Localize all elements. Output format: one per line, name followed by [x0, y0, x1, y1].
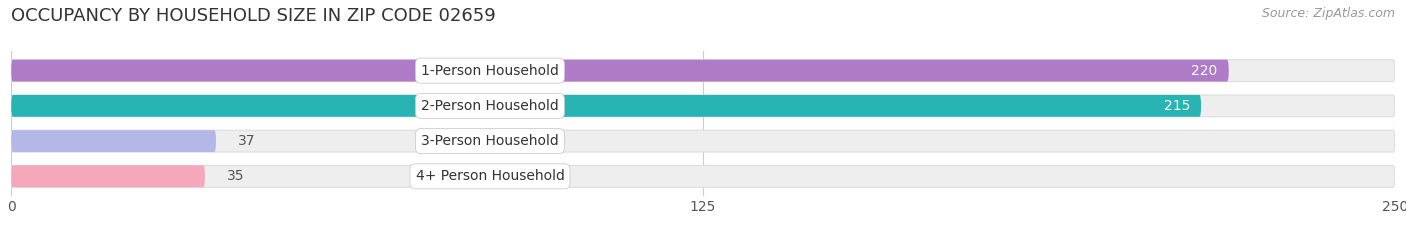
Text: 3-Person Household: 3-Person Household: [420, 134, 558, 148]
Text: 37: 37: [238, 134, 256, 148]
FancyBboxPatch shape: [11, 165, 205, 187]
Text: 2-Person Household: 2-Person Household: [420, 99, 558, 113]
FancyBboxPatch shape: [11, 60, 1229, 82]
Text: Source: ZipAtlas.com: Source: ZipAtlas.com: [1261, 7, 1395, 20]
FancyBboxPatch shape: [11, 130, 217, 152]
FancyBboxPatch shape: [11, 165, 1395, 187]
FancyBboxPatch shape: [11, 95, 1395, 117]
FancyBboxPatch shape: [11, 95, 1201, 117]
Text: 215: 215: [1164, 99, 1189, 113]
FancyBboxPatch shape: [11, 60, 1395, 82]
Text: 35: 35: [228, 169, 245, 183]
Text: 220: 220: [1191, 64, 1218, 78]
Text: OCCUPANCY BY HOUSEHOLD SIZE IN ZIP CODE 02659: OCCUPANCY BY HOUSEHOLD SIZE IN ZIP CODE …: [11, 7, 496, 25]
Text: 4+ Person Household: 4+ Person Household: [416, 169, 564, 183]
Text: 1-Person Household: 1-Person Household: [420, 64, 558, 78]
FancyBboxPatch shape: [11, 130, 1395, 152]
